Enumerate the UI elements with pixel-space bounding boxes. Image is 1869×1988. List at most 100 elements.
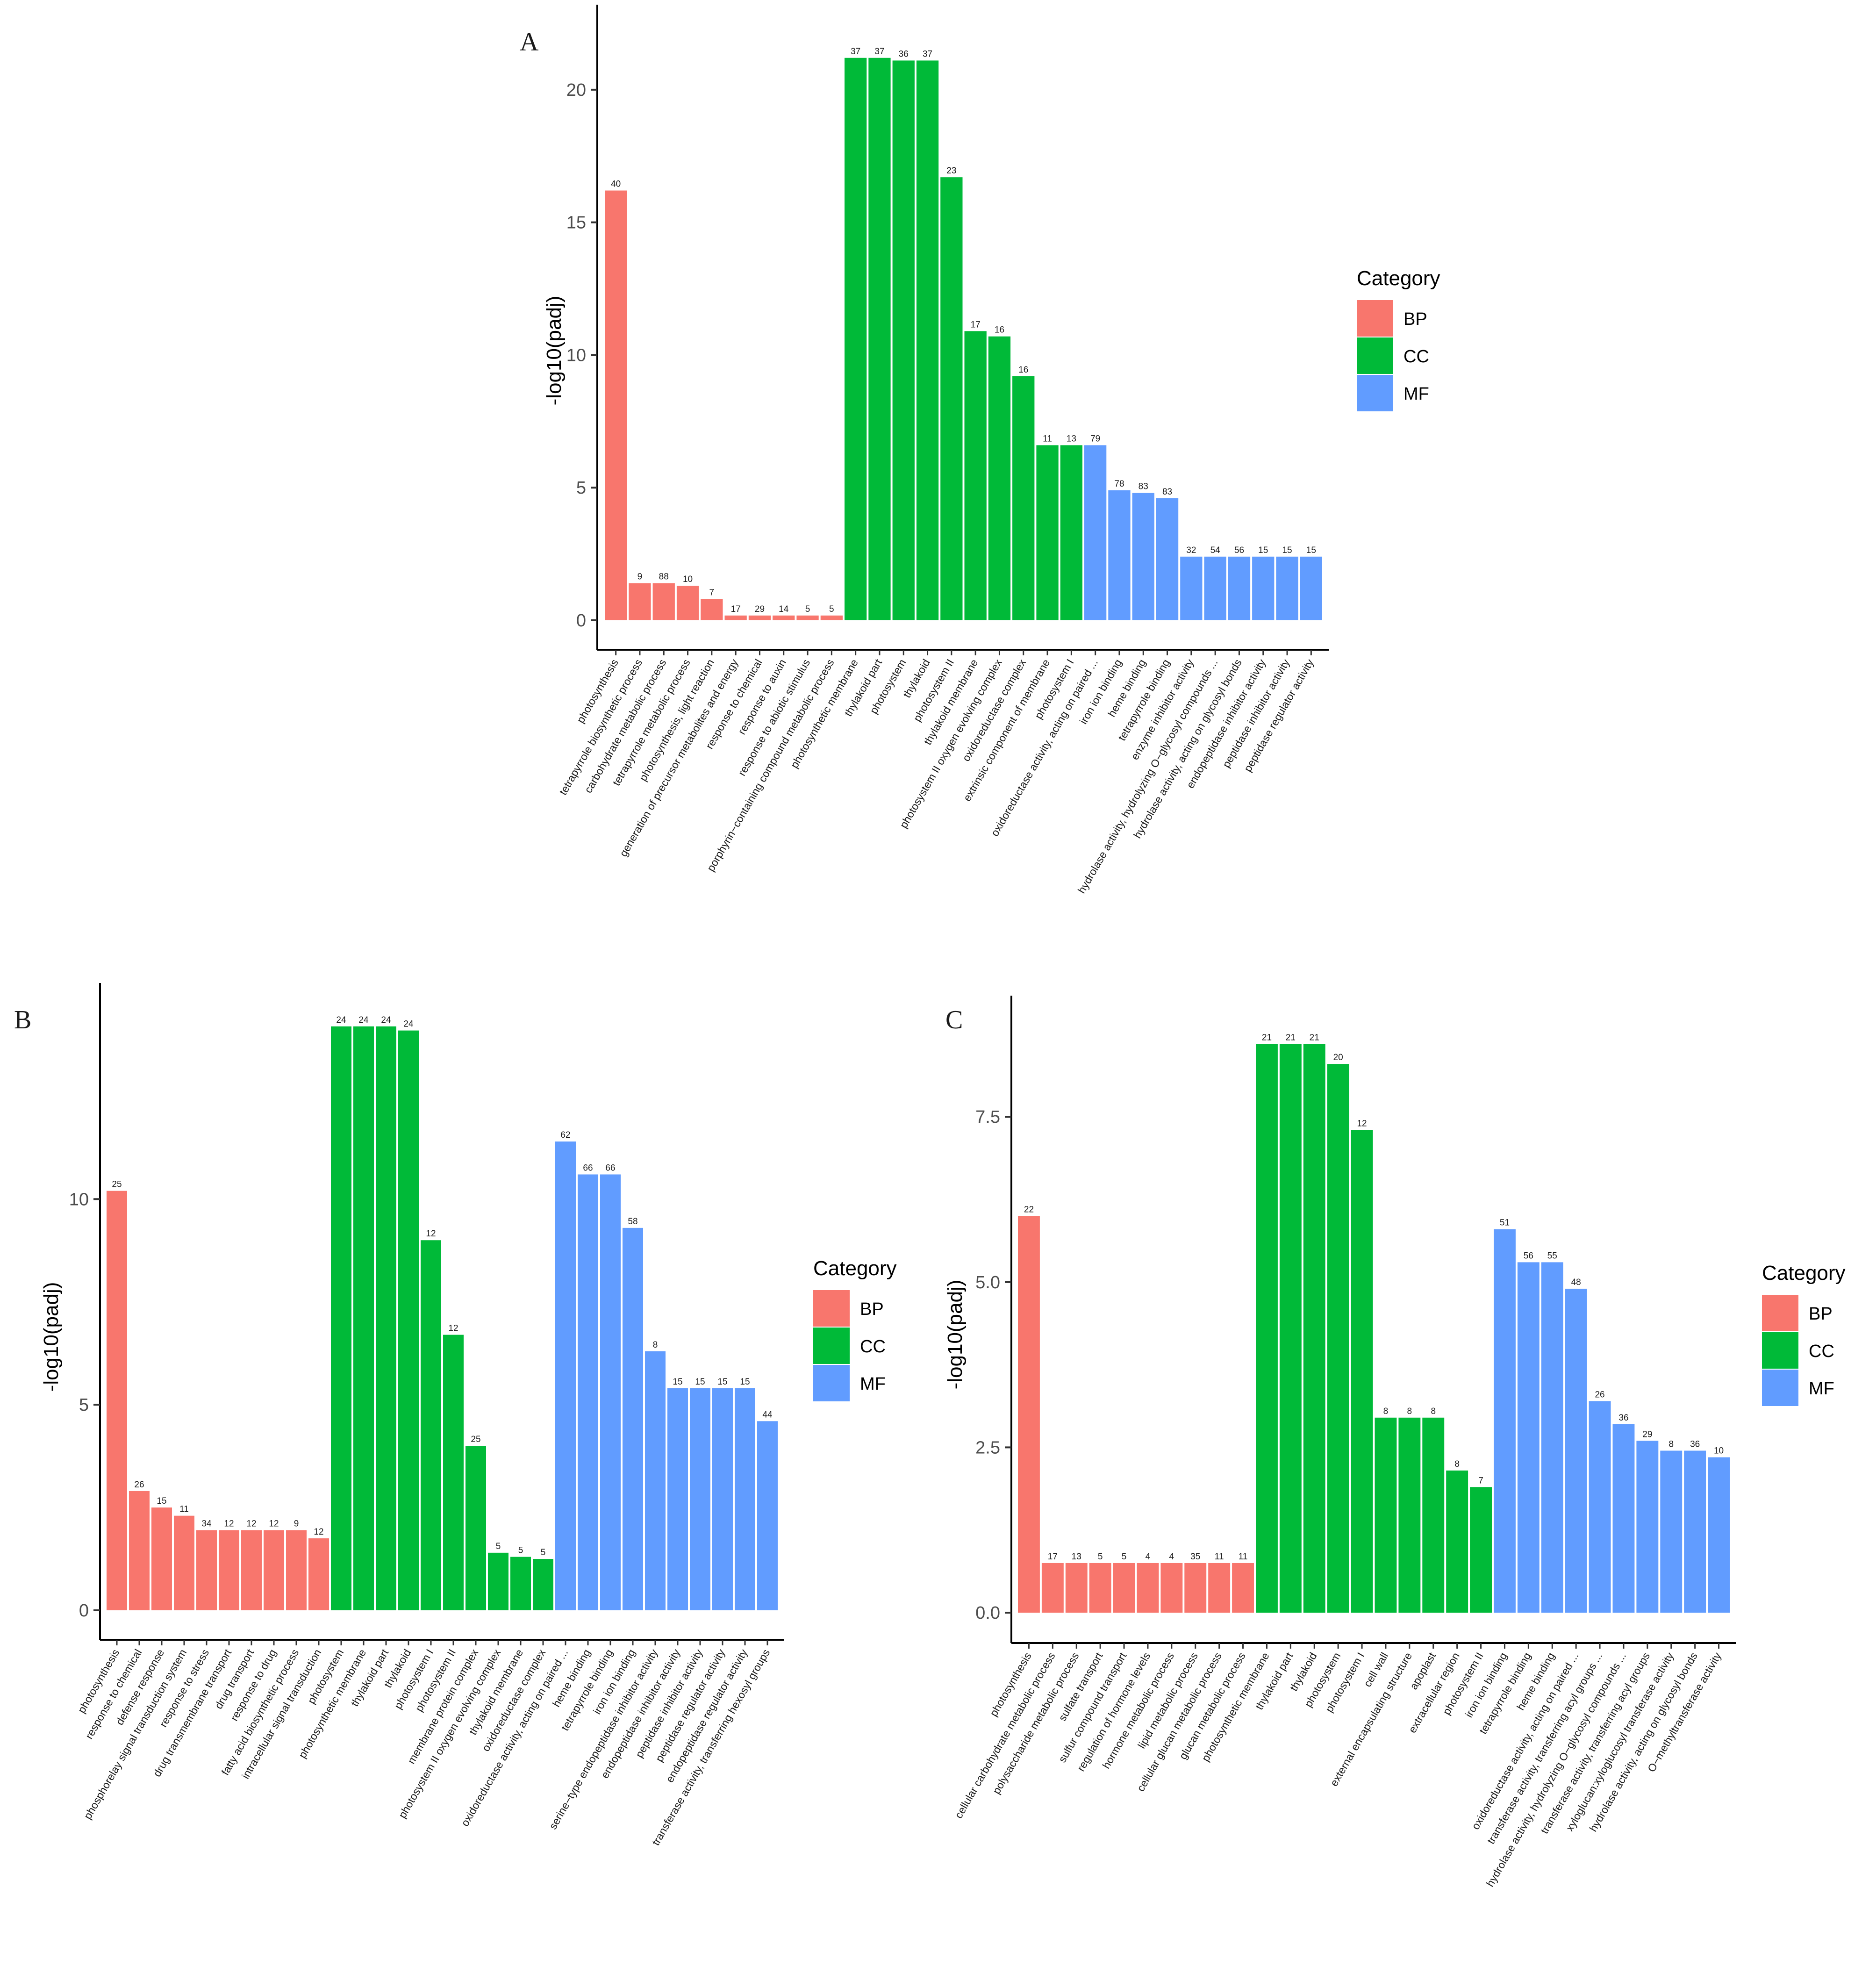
bar [1012,376,1035,620]
bar-value-label: 17 [971,320,981,330]
bar-value-label: 29 [1642,1429,1652,1439]
y-tick-label: 7.5 [975,1107,1000,1127]
bar-value-label: 12 [246,1519,256,1529]
bar-value-label: 34 [201,1519,212,1529]
bar-value-label: 83 [1139,482,1148,492]
panel-b-chart: B-log10(padj)051025photosynthesis26respo… [14,983,784,1847]
bar-value-label: 36 [1618,1413,1628,1423]
bar-value-label: 54 [1210,545,1221,555]
bar-value-label: 66 [605,1163,615,1173]
bar-value-label: 88 [659,572,669,582]
bar-value-label: 8 [1383,1407,1389,1416]
bar [107,1191,127,1610]
bar [264,1530,284,1610]
bar [1089,1563,1111,1613]
bar-value-label: 58 [628,1217,637,1227]
bar-value-label: 7 [1478,1476,1483,1486]
bar [1684,1450,1706,1613]
bar-value-label: 23 [946,166,956,176]
bar-value-label: 26 [1595,1390,1604,1399]
legend-key-swatch [1357,375,1393,411]
bar-value-label: 9 [294,1519,299,1529]
bar [1300,556,1322,620]
bar [1018,1216,1040,1613]
bar-value-label: 8 [1668,1439,1674,1449]
bar [1180,556,1203,620]
legend-key-swatch [1357,337,1393,374]
legend-key-swatch [1762,1295,1798,1331]
y-tick-label: 15 [566,213,586,233]
bar-value-label: 12 [314,1527,323,1537]
bar [1470,1487,1492,1613]
panel-c-chart: C-log10(padj)0.02.55.07.522photosynthesi… [944,996,1736,1889]
bar [724,615,747,620]
bar-value-label: 20 [1333,1053,1343,1062]
bar [757,1421,778,1610]
bar [868,57,891,620]
bar [510,1557,531,1610]
bar-value-label: 25 [112,1180,122,1190]
bar-value-label: 11 [1215,1552,1224,1562]
legend-entry-label: BP [1809,1304,1833,1324]
bar-value-label: 17 [1048,1552,1058,1562]
bar-value-label: 37 [874,47,884,57]
bar [667,1388,688,1610]
bar-value-label: 11 [179,1505,189,1514]
bar-value-label: 40 [611,179,621,189]
bar-value-label: 21 [1262,1033,1272,1043]
bar-value-label: 79 [1090,434,1100,444]
bar-value-label: 5 [1122,1552,1127,1562]
bar-value-label: 48 [1571,1277,1581,1287]
bar-value-label: 5 [518,1546,523,1556]
bar [308,1538,329,1610]
legend-key-swatch [1762,1370,1798,1406]
bar [735,1388,755,1610]
legend-key-swatch [813,1328,850,1364]
bar-value-label: 5 [829,604,834,614]
bar [1660,1450,1683,1613]
bar-value-label: 12 [426,1229,436,1239]
bar-value-label: 4 [1146,1552,1151,1562]
bar [1060,445,1082,620]
bar [1422,1417,1445,1613]
bar [1252,556,1275,620]
bar-value-label: 8 [653,1340,658,1350]
legend-key-swatch [813,1365,850,1401]
bar [151,1507,172,1610]
bar-value-label: 15 [1258,545,1268,555]
legend-entry-label: CC [860,1337,886,1356]
bar [629,583,651,620]
x-category-label: oxidoreductase activity, acting on paire… [458,1647,570,1829]
bar [988,336,1011,620]
bar-value-label: 16 [1018,365,1028,375]
bar [1160,1563,1183,1613]
bar-value-label: 66 [583,1163,593,1173]
bar [892,60,915,621]
bar-value-label: 36 [1690,1439,1700,1449]
y-tick-label: 2.5 [975,1438,1000,1457]
bar [605,190,627,620]
legend-entry-label: BP [860,1299,884,1319]
bar [421,1240,441,1610]
legend-panel-b: Category BP CC MF [813,1257,897,1401]
bar [1228,556,1251,620]
bar [701,599,723,620]
bar-value-label: 7 [709,588,715,598]
bar [623,1227,643,1610]
bar [219,1530,239,1610]
bar-value-label: 78 [1114,479,1124,489]
bar-value-label: 24 [336,1015,346,1025]
bar [578,1174,598,1610]
panel-letter: C [945,1005,963,1034]
bar-value-label: 35 [1190,1552,1200,1562]
bar [443,1335,464,1610]
legend-entry-label: MF [1809,1379,1834,1399]
bar [1132,493,1154,620]
bar [398,1030,419,1610]
bar [376,1026,396,1610]
bar [1636,1441,1659,1613]
legend-key-swatch [1357,300,1393,337]
bar-value-label: 15 [1282,545,1292,555]
bar [652,583,675,620]
bar [241,1530,262,1610]
